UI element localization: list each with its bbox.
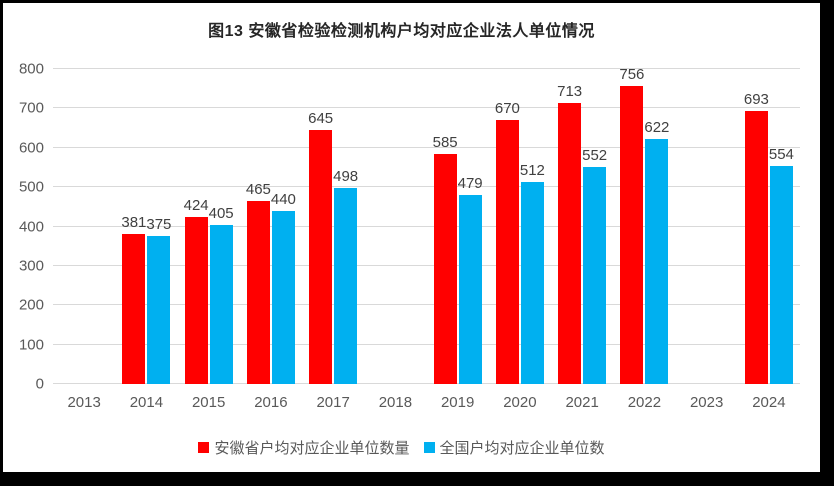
gridline bbox=[53, 68, 800, 69]
category-group: 2013 bbox=[53, 69, 115, 411]
gridline bbox=[53, 383, 800, 384]
bar-value-label: 554 bbox=[768, 145, 794, 163]
x-axis-tick-label: 2020 bbox=[503, 394, 537, 411]
legend-item-national: 全国户均对应企业单位数 bbox=[423, 437, 605, 458]
x-axis-tick-label: 2019 bbox=[440, 394, 475, 411]
anhui-bar bbox=[744, 111, 768, 384]
anhui-bar bbox=[184, 217, 208, 384]
bar-value-label: 670 bbox=[494, 100, 520, 118]
y-axis-tick-label: 0 bbox=[35, 375, 44, 393]
anhui-bar bbox=[495, 120, 519, 384]
legend-label-anhui: 安徽省户均对应企业单位数量 bbox=[214, 440, 410, 457]
x-axis-tick-label: 2015 bbox=[191, 394, 226, 411]
gridline bbox=[53, 186, 800, 188]
bar-value-label: 645 bbox=[308, 110, 334, 128]
gridline bbox=[53, 264, 800, 266]
anhui-bar bbox=[620, 86, 644, 384]
anhui-bar bbox=[558, 103, 582, 384]
national-bar bbox=[769, 165, 793, 384]
legend-item-anhui: 安徽省户均对应企业单位数量 bbox=[198, 437, 410, 458]
anhui-bar bbox=[433, 153, 457, 384]
anhui-bar bbox=[246, 200, 270, 384]
plot-area: 0 100 200 300 400 500 600 700 800 2013 2014 381 375 2… bbox=[19, 61, 800, 411]
gridline bbox=[53, 225, 800, 227]
national-bar bbox=[271, 210, 295, 384]
chart-title: 图13 安徽省检验检测机构户均对应企业法人单位情况 bbox=[208, 23, 595, 40]
national-bar bbox=[334, 187, 358, 384]
bar-value-label: 424 bbox=[183, 197, 209, 215]
x-axis-tick-label: 2017 bbox=[316, 394, 350, 411]
bar-value-label: 440 bbox=[270, 190, 296, 208]
bar-value-label: 479 bbox=[457, 175, 483, 193]
national-bar bbox=[645, 139, 669, 384]
category-group: 2024 693 554 bbox=[738, 69, 800, 411]
anhui-bar bbox=[122, 233, 146, 384]
x-axis-tick-label: 2016 bbox=[254, 394, 288, 411]
y-axis-tick-label: 500 bbox=[18, 178, 44, 196]
legend: 安徽省户均对应企业单位数量 全国户均对应企业单位数 bbox=[3, 437, 800, 458]
bar-value-label: 585 bbox=[432, 133, 458, 151]
x-axis-tick-label: 2021 bbox=[565, 394, 599, 411]
bar-value-label: 381 bbox=[121, 213, 147, 231]
anhui-bar bbox=[309, 130, 333, 384]
national-bar bbox=[147, 236, 171, 384]
category-group: 2022 756 622 bbox=[613, 66, 675, 411]
category-group: 2023 bbox=[676, 69, 738, 411]
y-axis-tick-label: 100 bbox=[18, 336, 44, 354]
bar-value-label: 405 bbox=[208, 204, 234, 222]
bar-value-label: 713 bbox=[557, 83, 583, 101]
gridline bbox=[53, 107, 800, 109]
anhui-series-swatch-icon bbox=[198, 442, 210, 453]
y-axis-tick-label: 200 bbox=[18, 296, 44, 314]
category-group: 2014 381 375 bbox=[115, 69, 177, 411]
category-group: 2017 645 498 bbox=[302, 69, 364, 411]
bar-value-label: 622 bbox=[644, 119, 670, 137]
bar-value-label: 552 bbox=[582, 146, 608, 164]
bar-value-label: 693 bbox=[743, 91, 769, 109]
category-group: 2016 465 440 bbox=[240, 69, 302, 411]
national-bar bbox=[209, 224, 233, 384]
category-group: 2020 670 512 bbox=[489, 69, 551, 411]
y-axis-tick-label: 700 bbox=[18, 99, 44, 117]
gridline bbox=[53, 146, 800, 148]
x-axis-tick-label: 2014 bbox=[129, 394, 164, 411]
chart-panel: 图13 安徽省检验检测机构户均对应企业法人单位情况 0 100 200 300 400 5… bbox=[3, 3, 820, 472]
y-axis-tick-label: 400 bbox=[18, 218, 44, 235]
legend-label-national: 全国户均对应企业单位数 bbox=[439, 440, 605, 457]
category-group: 2015 424 405 bbox=[178, 69, 240, 411]
bar-value-label: 756 bbox=[619, 66, 645, 84]
national-bar bbox=[583, 166, 607, 384]
x-axis-tick-label: 2018 bbox=[378, 394, 413, 411]
x-axis-tick-label: 2023 bbox=[689, 394, 724, 411]
national-bar bbox=[520, 182, 544, 384]
bar-value-label: 375 bbox=[146, 216, 172, 234]
gridline bbox=[53, 343, 800, 345]
category-group: 2018 bbox=[364, 69, 426, 411]
category-group: 2019 585 479 bbox=[427, 69, 489, 411]
x-axis-tick-label: 2013 bbox=[67, 394, 101, 411]
national-bar bbox=[458, 195, 482, 384]
y-axis-tick-label: 300 bbox=[18, 257, 44, 275]
national-series-swatch-icon bbox=[423, 442, 435, 453]
bar-value-label: 498 bbox=[333, 167, 359, 185]
bar-value-label: 512 bbox=[519, 162, 545, 180]
x-axis-tick-label: 2024 bbox=[752, 394, 786, 411]
y-axis-tick-label: 600 bbox=[18, 139, 44, 157]
y-axis-tick-label: 800 bbox=[18, 60, 44, 78]
gridline bbox=[53, 304, 800, 306]
bar-value-label: 465 bbox=[245, 180, 271, 198]
x-axis-tick-label: 2022 bbox=[627, 394, 662, 411]
category-group: 2021 713 552 bbox=[551, 69, 613, 411]
